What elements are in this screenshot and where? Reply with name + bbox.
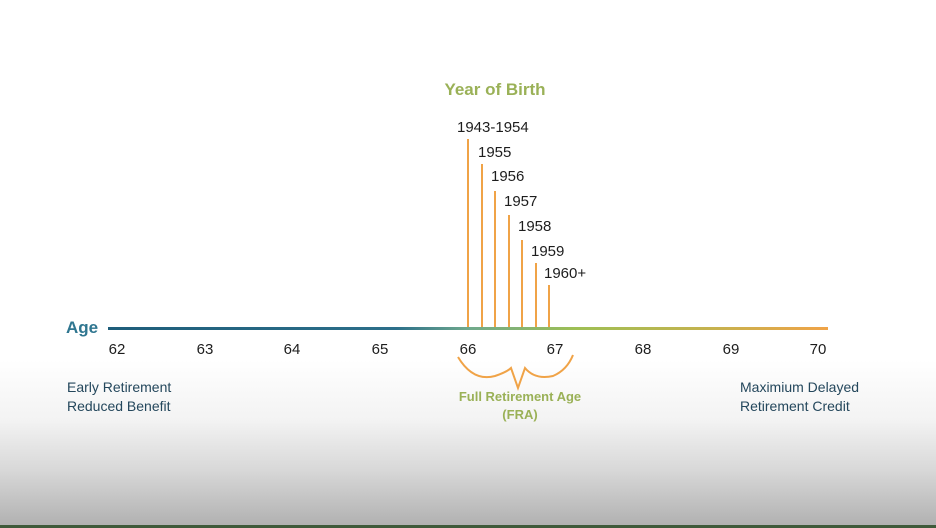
axis-label: Age [66, 318, 99, 337]
age-tick: 69 [722, 341, 740, 358]
diagram-title: Year of Birth [444, 80, 546, 99]
delayed-credit-note: Maximium Delayed Retirement Credit [740, 378, 859, 416]
early-retirement-note: Early Retirement Reduced Benefit [67, 378, 171, 416]
fra-marker-line [467, 139, 469, 328]
bottom-edge-bar [0, 525, 936, 528]
birth-year-label: 1960+ [544, 265, 587, 282]
age-tick: 62 [108, 341, 126, 358]
age-tick: 68 [634, 341, 652, 358]
age-tick: 64 [283, 341, 301, 358]
age-tick: 70 [809, 341, 827, 358]
age-axis-line [108, 327, 828, 330]
note-line: Full Retirement Age [458, 389, 582, 404]
fra-marker-line [481, 164, 483, 328]
note-line: Early Retirement [67, 379, 172, 395]
fra-marker-line [508, 215, 510, 328]
note-line: (FRA) [502, 407, 538, 422]
note-line: Retirement Credit [740, 398, 850, 414]
fra-brace-icon [457, 354, 574, 392]
age-tick: 63 [196, 341, 214, 358]
note-line: Reduced Benefit [67, 398, 171, 414]
birth-year-label: 1956 [491, 168, 525, 185]
fra-marker-line [521, 240, 523, 328]
note-line: Maximium Delayed [740, 379, 860, 395]
birth-year-label: 1959 [531, 243, 565, 260]
birth-year-label: 1955 [478, 144, 512, 161]
birth-year-label: 1943-1954 [457, 119, 529, 136]
fra-marker-line [494, 191, 496, 328]
fra-marker-line [535, 263, 537, 328]
age-tick: 66 [459, 341, 477, 358]
age-tick: 65 [371, 341, 389, 358]
age-tick: 67 [546, 341, 564, 358]
fra-note: Full Retirement Age (FRA) [420, 388, 620, 424]
birth-year-label: 1957 [504, 193, 538, 210]
birth-year-label: 1958 [518, 218, 552, 235]
fra-marker-line [548, 285, 550, 328]
